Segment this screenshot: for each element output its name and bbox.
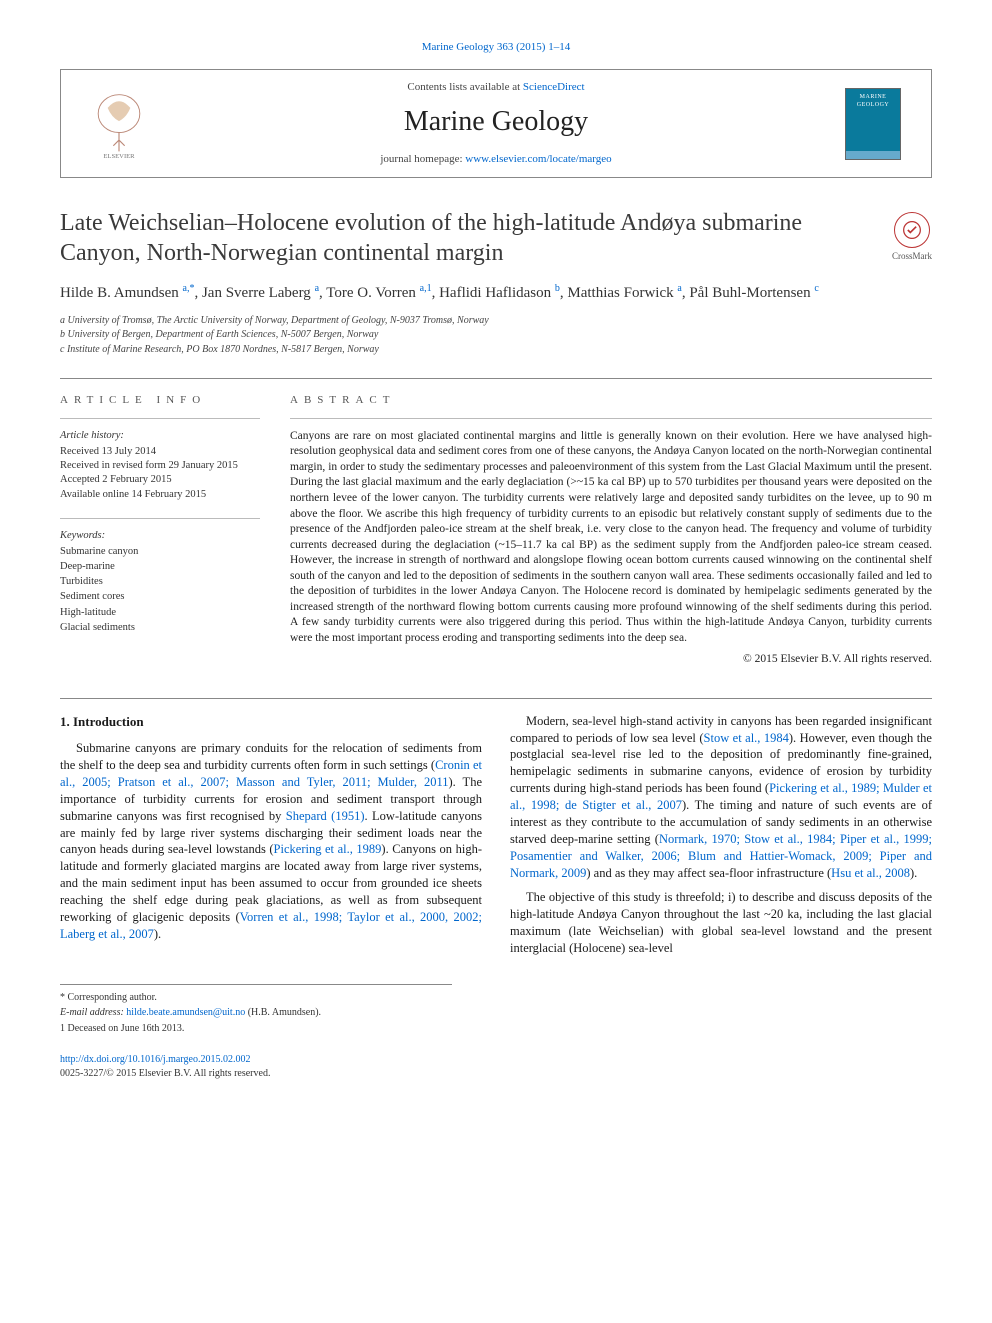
keyword: Submarine canyon bbox=[60, 545, 260, 559]
abstract-heading: abstract bbox=[290, 393, 932, 408]
affiliation-line: a University of Tromsø, The Arctic Unive… bbox=[60, 314, 932, 328]
keyword: Sediment cores bbox=[60, 590, 260, 604]
article-info-col: article info Article history: Received 1… bbox=[60, 393, 260, 668]
issn-copyright: 0025-3227/© 2015 Elsevier B.V. All right… bbox=[60, 1067, 932, 1081]
crossmark-icon bbox=[902, 220, 922, 240]
contents-prefix: Contents lists available at bbox=[407, 81, 522, 93]
affiliations: a University of Tromsø, The Arctic Unive… bbox=[60, 314, 932, 357]
corresponding-author-note: * Corresponding author. bbox=[60, 991, 452, 1005]
elsevier-logo: ELSEVIER bbox=[79, 89, 159, 159]
abstract-col: abstract Canyons are rare on most glacia… bbox=[290, 393, 932, 668]
article-info-heading: article info bbox=[60, 393, 260, 408]
homepage-line: journal homepage: www.elsevier.com/locat… bbox=[159, 152, 833, 167]
sciencedirect-link[interactable]: ScienceDirect bbox=[523, 81, 585, 93]
body-p3: The objective of this study is threefold… bbox=[510, 889, 932, 957]
citation-link[interactable]: Marine Geology 363 (2015) 1–14 bbox=[422, 41, 570, 53]
crossmark-label: CrossMark bbox=[892, 250, 932, 262]
authors-line: Hilde B. Amundsen a,*, Jan Sverre Laberg… bbox=[60, 282, 932, 303]
history-label: Article history: bbox=[60, 429, 260, 443]
keyword: Glacial sediments bbox=[60, 621, 260, 635]
svg-text:ELSEVIER: ELSEVIER bbox=[103, 153, 135, 159]
history-line: Accepted 2 February 2015 bbox=[60, 473, 260, 487]
article-title: Late Weichselian–Holocene evolution of t… bbox=[60, 208, 872, 268]
cite-link[interactable]: Hsu et al., 2008 bbox=[831, 866, 910, 880]
abstract-text: Canyons are rare on most glaciated conti… bbox=[290, 429, 932, 646]
deceased-note: 1 Deceased on June 16th 2013. bbox=[60, 1022, 452, 1036]
history-line: Received in revised form 29 January 2015 bbox=[60, 459, 260, 473]
footnotes: * Corresponding author. E-mail address: … bbox=[60, 984, 452, 1036]
section-1-heading: 1. Introduction bbox=[60, 713, 482, 731]
journal-cover: MARINE GEOLOGY bbox=[833, 88, 913, 160]
cite-link[interactable]: Shepard (1951) bbox=[286, 809, 365, 823]
email-link[interactable]: hilde.beate.amundsen@uit.no bbox=[126, 1007, 245, 1018]
cite-link[interactable]: Stow et al., 1984 bbox=[704, 731, 789, 745]
affiliation-line: c Institute of Marine Research, PO Box 1… bbox=[60, 343, 932, 357]
email-line: E-mail address: hilde.beate.amundsen@uit… bbox=[60, 1006, 452, 1020]
body-p1: Submarine canyons are primary conduits f… bbox=[60, 740, 482, 943]
homepage-prefix: journal homepage: bbox=[380, 153, 465, 165]
abstract-copyright: © 2015 Elsevier B.V. All rights reserved… bbox=[290, 652, 932, 668]
keyword: High-latitude bbox=[60, 606, 260, 620]
cite-link[interactable]: Pickering et al., 1989 bbox=[274, 842, 382, 856]
citation-line: Marine Geology 363 (2015) 1–14 bbox=[60, 40, 932, 55]
body-columns: 1. Introduction Submarine canyons are pr… bbox=[60, 713, 932, 958]
journal-header-card: ELSEVIER Contents lists available at Sci… bbox=[60, 69, 932, 178]
elsevier-tree-icon: ELSEVIER bbox=[90, 89, 148, 159]
homepage-link[interactable]: www.elsevier.com/locate/margeo bbox=[465, 153, 611, 165]
cover-text: MARINE GEOLOGY bbox=[846, 89, 900, 109]
contents-line: Contents lists available at ScienceDirec… bbox=[159, 80, 833, 95]
keyword: Deep-marine bbox=[60, 560, 260, 574]
page-footer: http://dx.doi.org/10.1016/j.margeo.2015.… bbox=[60, 1053, 932, 1080]
journal-name: Marine Geology bbox=[159, 103, 833, 141]
history-line: Received 13 July 2014 bbox=[60, 445, 260, 459]
affiliation-line: b University of Bergen, Department of Ea… bbox=[60, 328, 932, 342]
keywords-label: Keywords: bbox=[60, 529, 260, 543]
body-p2: Modern, sea-level high-stand activity in… bbox=[510, 713, 932, 882]
crossmark-badge[interactable]: CrossMark bbox=[892, 212, 932, 262]
doi-link[interactable]: http://dx.doi.org/10.1016/j.margeo.2015.… bbox=[60, 1054, 250, 1065]
history-line: Available online 14 February 2015 bbox=[60, 488, 260, 502]
keyword: Turbidites bbox=[60, 575, 260, 589]
